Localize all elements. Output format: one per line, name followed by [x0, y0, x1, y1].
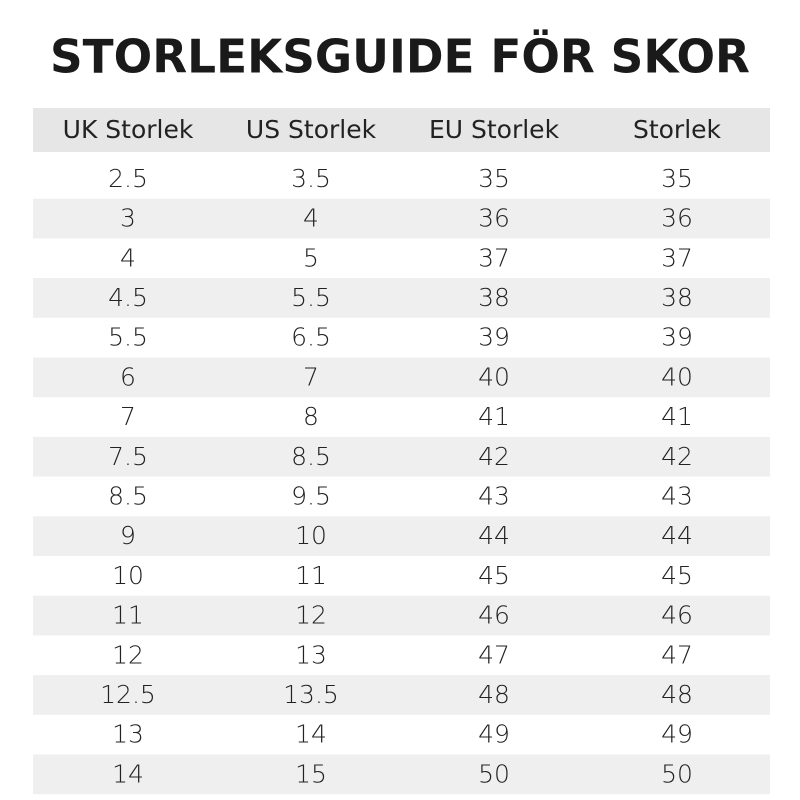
table-cell: 8.5 — [291, 442, 331, 471]
table-cell: 15 — [295, 759, 327, 788]
table-cell: 37 — [661, 243, 693, 272]
table-cell: 5.5 — [108, 323, 148, 352]
table-cell: 38 — [478, 283, 510, 312]
table-cell: 41 — [661, 402, 693, 431]
table-cell: 35 — [478, 164, 510, 193]
row-stripe — [33, 357, 770, 398]
row-stripe — [33, 436, 770, 477]
table-cell: 48 — [661, 680, 693, 709]
table-cell: 7.5 — [108, 442, 148, 471]
table-cell: 4 — [303, 204, 319, 233]
column-header: EU Storlek — [429, 115, 560, 144]
table-cell: 6 — [120, 362, 136, 391]
table-cell: 45 — [661, 561, 693, 590]
table-cell: 6.5 — [291, 323, 331, 352]
table-cell: 3 — [120, 204, 136, 233]
table-cell: 13.5 — [283, 680, 339, 709]
table-cell: 4 — [120, 243, 136, 272]
table-cell: 38 — [661, 283, 693, 312]
table-cell: 36 — [661, 204, 693, 233]
table-cell: 47 — [661, 640, 693, 669]
table-cell: 12 — [112, 640, 144, 669]
row-stripe — [33, 595, 770, 636]
table-cell: 43 — [661, 481, 693, 510]
column-header: UK Storlek — [63, 115, 194, 144]
table-cell: 39 — [478, 323, 510, 352]
row-stripe — [33, 754, 770, 795]
table-cell: 48 — [478, 680, 510, 709]
table-cell: 11 — [295, 561, 327, 590]
table-cell: 10 — [112, 561, 144, 590]
table-cell: 8.5 — [108, 481, 148, 510]
table-cell: 4.5 — [108, 283, 148, 312]
table-cell: 7 — [303, 362, 319, 391]
table-cell: 40 — [478, 362, 510, 391]
table-cell: 7 — [120, 402, 136, 431]
row-stripe — [33, 198, 770, 239]
table-cell: 50 — [478, 759, 510, 788]
row-stripe — [33, 278, 770, 318]
table-cell: 35 — [661, 164, 693, 193]
table-cell: 9 — [120, 521, 136, 550]
table-cell: 3.5 — [291, 164, 331, 193]
column-header: Storlek — [633, 115, 722, 144]
table-cell: 49 — [478, 720, 510, 749]
table-cell: 2.5 — [108, 164, 148, 193]
table-cell: 13 — [295, 640, 327, 669]
table-cell: 37 — [478, 243, 510, 272]
table-cell: 13 — [112, 720, 144, 749]
table-cell: 41 — [478, 402, 510, 431]
table-cell: 12 — [295, 601, 327, 630]
row-stripe — [33, 675, 770, 715]
table-cell: 45 — [478, 561, 510, 590]
row-stripe — [33, 516, 770, 556]
title: STORLEKSGUIDE FÖR SKOR — [50, 30, 750, 84]
table-cell: 43 — [478, 481, 510, 510]
table-cell: 50 — [661, 759, 693, 788]
table-cell: 36 — [478, 204, 510, 233]
table-cell: 5 — [303, 243, 319, 272]
table-cell: 49 — [661, 720, 693, 749]
table: UK Storlek US Storlek EU Storlek Storlek 2.5… — [33, 115, 770, 795]
table-cell: 47 — [478, 640, 510, 669]
table-cell: 5.5 — [291, 283, 331, 312]
table-cell: 10 — [295, 521, 327, 550]
table-cell: 42 — [661, 442, 693, 471]
table-cell: 46 — [661, 601, 693, 630]
column-header: US Storlek — [246, 115, 377, 144]
table-cell: 12.5 — [100, 680, 156, 709]
table-cell: 9.5 — [291, 481, 331, 510]
table-cell: 44 — [478, 521, 510, 550]
table-cell: 14 — [112, 759, 144, 788]
table-cell: 40 — [661, 362, 693, 391]
header-row — [33, 108, 770, 152]
table-cell: 44 — [661, 521, 693, 550]
table-cell: 14 — [295, 720, 327, 749]
table-cell: 11 — [112, 601, 144, 630]
table-cell: 42 — [478, 442, 510, 471]
table-cell: 8 — [303, 402, 319, 431]
table-cell: 46 — [478, 601, 510, 630]
table-cell: 39 — [661, 323, 693, 352]
